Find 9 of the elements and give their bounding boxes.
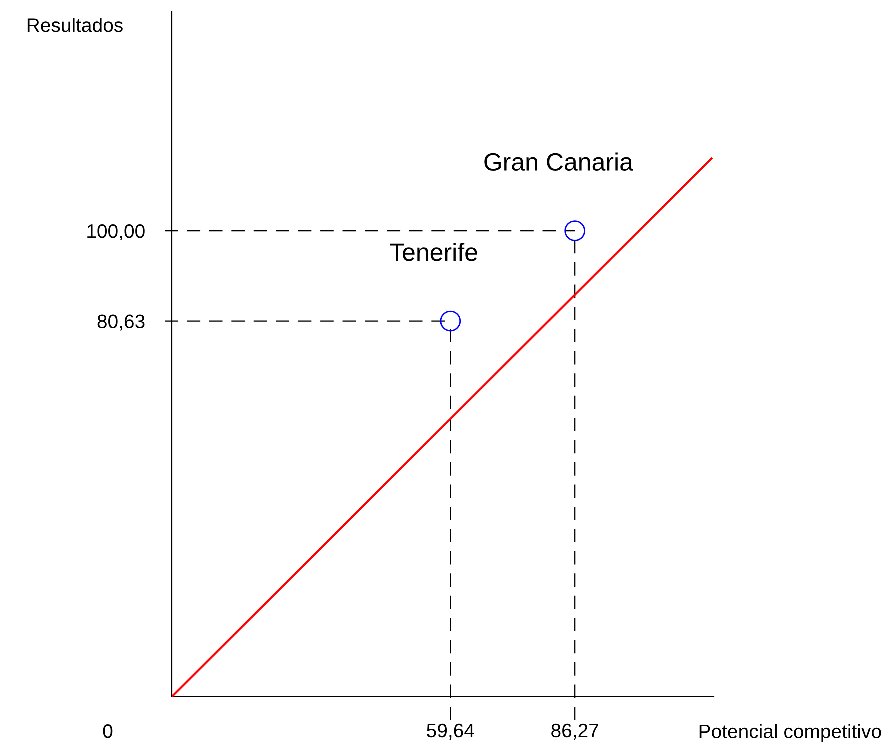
y-tick-label: 80,63 (98, 314, 145, 331)
y-tick-label: 100,00 (88, 224, 145, 241)
x-tick-label: 59,64 (427, 724, 474, 740)
x-axis-title: Potencial competitivo (700, 724, 882, 742)
x-tick-label: 86,27 (552, 724, 598, 740)
y-axis-title: Resultados (28, 18, 123, 32)
text: 0 (103, 724, 113, 738)
annotation: Gran Canaria (484, 152, 634, 172)
annotation: Tenerife (390, 242, 478, 262)
